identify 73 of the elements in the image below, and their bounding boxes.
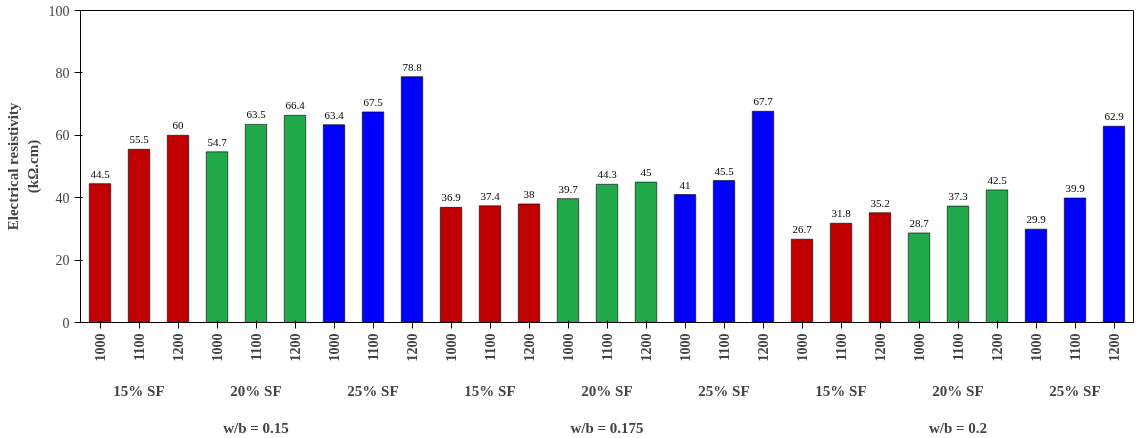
x-tick-label: 1200 xyxy=(288,333,303,362)
x-tick-label: 1200 xyxy=(522,333,537,362)
data-label: 55.5 xyxy=(129,133,150,146)
x-tick-label: 1100 xyxy=(834,333,849,361)
x-tick-label: 1000 xyxy=(795,333,810,362)
x-tick-label: 1100 xyxy=(132,333,147,361)
data-label: 44.5 xyxy=(90,167,111,180)
x-tick-label: 1100 xyxy=(483,333,498,361)
y-tick-label: 0 xyxy=(62,315,70,331)
x-tick-label: 1100 xyxy=(951,333,966,361)
x-tick-label: 1200 xyxy=(171,333,186,362)
x-tick-label: 1100 xyxy=(366,333,381,361)
data-label: 66.4 xyxy=(285,99,306,112)
x-tick-label: 1000 xyxy=(1029,333,1044,362)
x-tick-label: 1000 xyxy=(561,333,576,362)
y-tick-label: 80 xyxy=(55,65,70,81)
x-tick-label: 1100 xyxy=(717,333,732,361)
text: 20% SF xyxy=(230,382,282,399)
data-label: 63.5 xyxy=(246,108,267,121)
y-tick-label: 100 xyxy=(48,3,70,19)
data-label: 36.9 xyxy=(441,191,462,204)
text: w/b = 0.2 xyxy=(928,419,988,436)
data-label: 26.7 xyxy=(792,223,813,236)
data-label: 41 xyxy=(679,178,691,191)
text: 20% SF xyxy=(581,382,633,399)
data-label: 45 xyxy=(640,166,652,179)
text: 15% SF xyxy=(464,382,516,399)
data-label: 35.2 xyxy=(870,196,890,209)
data-label: 67.7 xyxy=(753,95,774,108)
text: 15% SF xyxy=(113,382,165,399)
text: 25% SF xyxy=(698,382,750,399)
text: 25% SF xyxy=(347,382,399,399)
data-label: 60 xyxy=(172,119,184,132)
x-tick-label: 1000 xyxy=(327,333,342,362)
data-label: 45.5 xyxy=(714,164,735,177)
data-label: 28.7 xyxy=(909,216,930,229)
y-tick-label: 20 xyxy=(55,253,70,269)
text: 15% SF xyxy=(815,382,867,399)
x-tick-label: 1100 xyxy=(1068,333,1083,361)
x-tick-label: 1000 xyxy=(444,333,459,362)
data-label: 39.7 xyxy=(558,182,579,195)
data-label: 54.7 xyxy=(207,135,228,148)
x-tick-label: 1100 xyxy=(600,333,615,361)
data-label: 62.9 xyxy=(1104,110,1125,123)
y-tick-label: 40 xyxy=(55,190,70,206)
x-tick-label: 1200 xyxy=(1107,333,1122,362)
data-label: 31.8 xyxy=(831,207,852,220)
x-tick-label: 1200 xyxy=(756,333,771,362)
data-label: 78.8 xyxy=(402,60,423,73)
text: 25% SF xyxy=(1049,382,1101,399)
data-label: 42.5 xyxy=(987,173,1008,186)
data-label: 39.9 xyxy=(1065,182,1086,195)
data-label: 37.4 xyxy=(480,189,501,202)
data-label: 38 xyxy=(523,187,535,200)
data-label: 44.3 xyxy=(597,168,618,181)
x-tick-label: 1000 xyxy=(93,333,108,362)
data-label: 37.3 xyxy=(948,190,969,203)
data-label: 29.9 xyxy=(1026,213,1047,226)
x-tick-label: 1200 xyxy=(990,333,1005,362)
x-tick-label: 1100 xyxy=(249,333,264,361)
text: 20% SF xyxy=(932,382,984,399)
x-tick-label: 1200 xyxy=(873,333,888,362)
x-tick-label: 1200 xyxy=(405,333,420,362)
data-label: 67.5 xyxy=(363,95,384,108)
text: w/b = 0.15 xyxy=(223,419,289,436)
x-tick-label: 1000 xyxy=(210,333,225,362)
text: w/b = 0.175 xyxy=(570,419,644,436)
x-tick-label: 1000 xyxy=(678,333,693,362)
y-axis-title: Electrical resistivity (kΩ.cm) xyxy=(5,102,42,231)
y-tick-label: 60 xyxy=(55,128,70,144)
data-label: 63.4 xyxy=(324,108,345,121)
x-tick-label: 1200 xyxy=(639,333,654,362)
x-tick-label: 1000 xyxy=(912,333,927,362)
